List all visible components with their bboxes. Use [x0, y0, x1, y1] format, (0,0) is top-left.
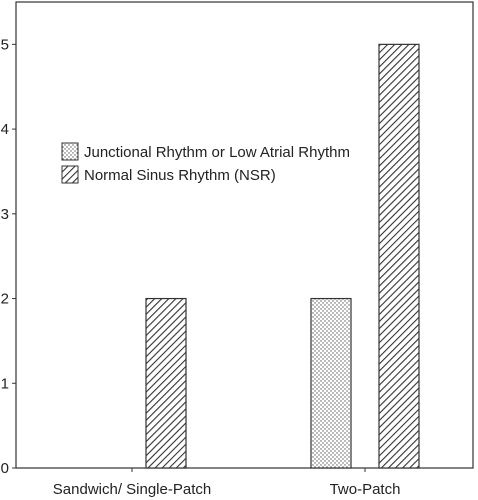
y-tick-label: 0	[1, 460, 9, 477]
x-tick-label: Two-Patch	[330, 481, 401, 498]
bar-junctional-two-patch	[310, 297, 352, 469]
y-tick-label: 1	[1, 375, 9, 392]
y-tick-label: 5	[1, 36, 9, 53]
x-axis: Sandwich/ Single-Patch Two-Patch	[53, 468, 401, 498]
legend: Junctional Rhythm or Low Atrial Rhythm N…	[61, 142, 350, 184]
y-tick-label: 2	[1, 291, 9, 308]
y-tick-label: 4	[1, 121, 9, 138]
x-tick-label: Sandwich/ Single-Patch	[53, 481, 211, 498]
legend-label-junctional: Junctional Rhythm or Low Atrial Rhythm	[84, 144, 350, 161]
plot-frame	[15, 1, 474, 469]
legend-swatch-junctional	[61, 142, 79, 161]
y-tick-label: 3	[1, 206, 9, 223]
bar-nsr-single-patch	[145, 297, 187, 469]
bars	[145, 43, 420, 469]
y-axis: 0 1 2 3 4 5	[1, 36, 16, 477]
legend-label-nsr: Normal Sinus Rhythm (NSR)	[84, 167, 276, 184]
legend-swatch-nsr	[61, 165, 79, 184]
bar-nsr-two-patch	[378, 43, 420, 469]
